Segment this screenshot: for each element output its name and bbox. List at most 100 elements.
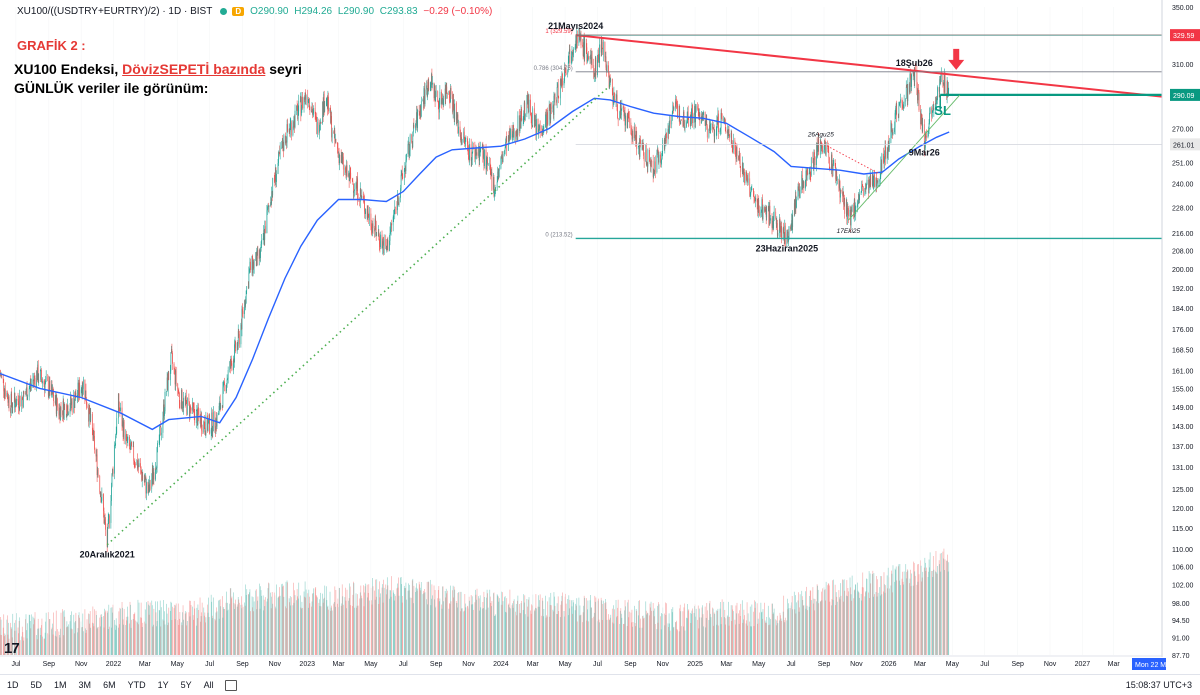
range-ytd[interactable]: YTD [128,680,146,690]
candle-body [529,100,530,112]
candle-body [659,155,660,163]
candle-body [202,430,203,431]
fib-level-label: 0 (213.52) [545,232,572,238]
candle-body [568,53,569,62]
candle-body [213,412,214,431]
candle-body [139,463,140,467]
candle-body [339,155,340,163]
candle-body [399,198,400,205]
candle-body [848,208,849,216]
candle-body [748,178,749,182]
point-label: 9Mar26 [909,148,940,158]
price-tick-label: 176.00 [1172,327,1194,334]
candle-body [265,226,266,233]
moving-average [0,98,949,429]
candle-body [945,75,946,94]
candle-body [893,132,894,134]
candle-body [232,363,233,370]
candle-body [521,109,522,120]
candle-body [284,136,285,151]
range-1m[interactable]: 1M [54,680,67,690]
candle-body [666,133,667,138]
candle-body [94,436,95,450]
candle-body [557,87,558,103]
candle-body [254,261,255,269]
calendar-icon[interactable] [225,680,237,691]
candle-body [41,370,42,379]
price-tick-label: 216.00 [1172,231,1194,238]
tradingview-logo-icon[interactable]: 17 [4,640,19,657]
candle-body [87,405,88,407]
candle-body [310,107,311,112]
price-tick-label: 102.00 [1172,582,1194,589]
price-badge-label: 290.09 [1173,93,1195,100]
range-6m[interactable]: 6M [103,680,116,690]
candle-body [40,371,41,380]
candle-body [696,106,697,110]
candle-body [113,469,114,474]
clock-display[interactable]: 15:08:37 UTC+3 [1126,680,1192,690]
candle-body [884,157,885,162]
candle-body [629,117,630,122]
candle-body [774,212,775,217]
candle-body [863,189,864,195]
candle-body [896,104,897,116]
range-3m[interactable]: 3M [79,680,92,690]
time-tick-label: Mar [914,661,927,668]
candle-body [930,108,931,113]
candle-body [651,161,652,162]
candle-body [631,128,632,134]
open-value: O290.90 [250,6,288,17]
candle-body [532,108,533,126]
candle-body [112,474,113,486]
range-all[interactable]: All [204,680,214,690]
candle-body [807,168,808,174]
price-chart[interactable]: 1 (329.59)0.786 (304.75)0 (213.52)SL 21M… [0,0,1200,674]
candle-body [212,431,213,432]
candle-body [72,402,73,413]
candle-body [27,397,28,400]
price-tick-label: 91.00 [1172,636,1190,643]
range-5y[interactable]: 5Y [181,680,192,690]
range-1d[interactable]: 1D [7,680,19,690]
candle-body [12,407,13,408]
candle-body [837,179,838,180]
range-5d[interactable]: 5D [31,680,43,690]
point-label: 23Haziran2025 [756,243,819,253]
candle-body [68,414,69,415]
candle-body [336,139,337,143]
candle-body [855,207,856,208]
candle-body [551,108,552,109]
candle-body [707,127,708,138]
candle-body [109,516,110,523]
candle-body [789,226,790,238]
candle-body [128,437,129,441]
candle-body [376,236,377,237]
candle-body [599,44,600,62]
range-1y[interactable]: 1Y [158,680,169,690]
candle-body [42,381,43,383]
dividend-badge[interactable]: D [232,7,244,16]
symbol-title[interactable]: XU100/((USDTRY+EURTRY)/2) · 1D · BIST [17,6,212,17]
candle-body [291,123,292,136]
candle-body [388,240,389,251]
candle-body [775,212,776,219]
candle-body [98,470,99,476]
candle-body [354,189,355,191]
candle-body [792,213,793,227]
candle-body [545,115,546,128]
candle-body [932,112,933,116]
time-tick-label: Sep [43,661,56,668]
candle-body [531,117,532,125]
candle-body [737,147,738,156]
candle-body [360,189,361,196]
candle-body [510,129,511,139]
candle-body [844,198,845,214]
candle-body [617,110,618,118]
candle-body [155,469,156,480]
price-tick-label: 106.00 [1172,564,1194,571]
resistance-trendline [576,35,1162,97]
time-tick-label: Jul [787,661,796,668]
candle-body [186,395,187,401]
time-tick-label: Mar [720,661,733,668]
